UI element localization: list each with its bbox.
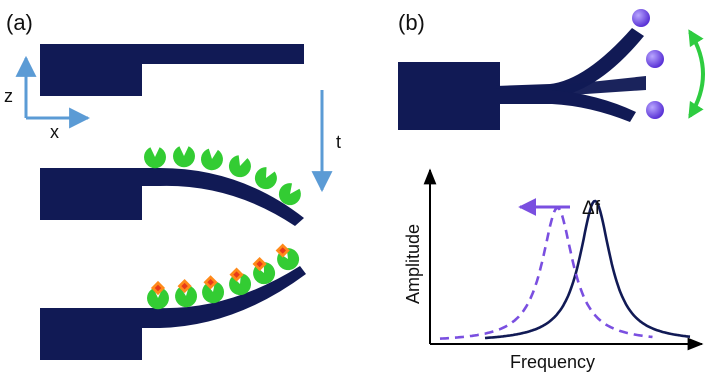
panel-b-label: (b) [398,10,425,35]
shifted-resonance-curve [439,206,653,340]
pacman-receptor-icon [199,147,225,172]
chart-x-label: Frequency [510,352,595,372]
cantilever-bound-analytes [40,243,306,360]
oscillating-cantilever [398,28,646,130]
panel-a-label: (a) [6,10,33,35]
cantilever-receptors [40,146,305,226]
pacman-receptor-icon [173,146,195,168]
axes-icon [15,55,91,129]
original-resonance-curve [484,199,691,340]
resonance-chart: Δf Frequency Amplitude [403,168,704,372]
cantilever-flat [40,44,304,96]
sphere-particle-icon [632,9,650,27]
sphere-particle-icon [646,101,664,119]
sphere-particle-icon [646,50,664,68]
pacman-receptor-icon [144,147,166,169]
shift-label: Δf [582,198,601,219]
axis-x-label: x [50,122,59,142]
time-label: t [336,132,341,152]
pacman-receptor-icon [226,153,254,181]
oscillation-arrow-icon [688,29,705,119]
chart-y-label: Amplitude [403,224,423,304]
axis-z-label: z [4,86,13,106]
